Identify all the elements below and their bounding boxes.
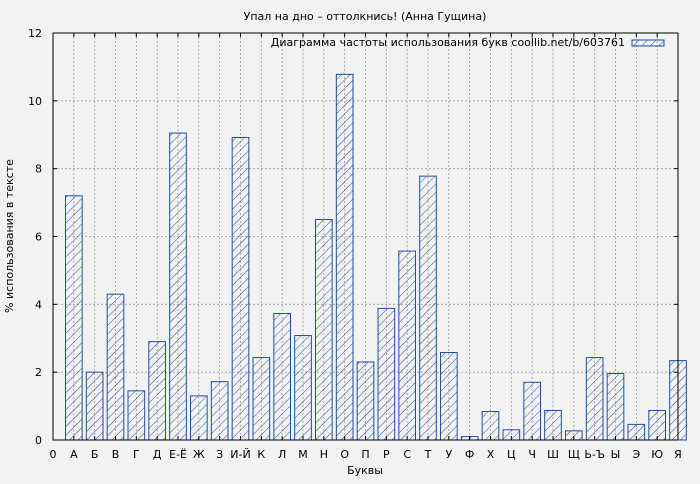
bar-Ч xyxy=(523,381,541,441)
y-axis-label: % использования в тексте xyxy=(3,159,16,313)
bar-Т xyxy=(419,175,437,441)
x-tick-label: Н xyxy=(320,448,328,461)
x-tick-label: А xyxy=(70,448,78,461)
x-tick-label: М xyxy=(298,448,308,461)
bar-Д xyxy=(148,341,166,441)
bar-Б xyxy=(85,371,104,441)
bar-З xyxy=(210,381,229,441)
x-tick-label: 0 xyxy=(50,448,57,461)
y-tick-label: 10 xyxy=(28,95,42,108)
legend-swatch xyxy=(631,39,665,47)
bar-В xyxy=(106,293,125,441)
bar-Ю xyxy=(648,409,666,441)
bar-Л xyxy=(273,312,292,441)
y-tick-label: 0 xyxy=(35,434,42,447)
bar-У xyxy=(440,351,458,441)
bar-П xyxy=(356,361,375,441)
bar-Ь-Ъ xyxy=(585,357,604,441)
x-tick-label: Ы xyxy=(611,448,621,461)
x-tick-label: К xyxy=(257,448,265,461)
y-tick-label: 8 xyxy=(35,163,42,176)
bar-А xyxy=(65,195,83,441)
bar-И-Й xyxy=(231,136,250,441)
bar-Н xyxy=(315,219,333,441)
x-tick-label: Щ xyxy=(568,448,580,461)
y-tick-label: 4 xyxy=(35,298,42,311)
bar-С xyxy=(398,250,417,441)
bar-Ш xyxy=(544,409,562,441)
x-tick-label: У xyxy=(445,448,452,461)
chart-title: Упал на дно – оттолкнись! (Анна Гущина) xyxy=(244,10,487,23)
x-tick-label: И-Й xyxy=(230,448,250,461)
x-tick-label: Е-Ё xyxy=(169,448,187,461)
x-tick-label: Х xyxy=(487,448,495,461)
bar-Х xyxy=(481,411,500,441)
x-tick-label: Э xyxy=(632,448,640,461)
x-tick-label: Ю xyxy=(651,448,663,461)
x-tick-label: С xyxy=(403,448,411,461)
y-tick-label: 6 xyxy=(35,231,42,244)
legend: Диаграмма частоты использования букв coo… xyxy=(271,36,665,49)
x-tick-label: Г xyxy=(133,448,140,461)
x-tick-label: П xyxy=(361,448,369,461)
bar-М xyxy=(294,335,312,441)
bar-Ы xyxy=(606,373,625,441)
x-tick-label: Д xyxy=(153,448,162,461)
x-tick-label: Л xyxy=(278,448,286,461)
x-tick-label: Ч xyxy=(528,448,536,461)
y-tick-label: 2 xyxy=(35,366,42,379)
bar-Р xyxy=(377,307,396,441)
x-tick-label: З xyxy=(216,448,223,461)
x-tick-label: Р xyxy=(383,448,390,461)
x-tick-label: Ц xyxy=(507,448,516,461)
bar-К xyxy=(252,357,271,441)
x-tick-label: О xyxy=(340,448,349,461)
bar-Г xyxy=(127,390,146,441)
legend-label: Диаграмма частоты использования букв coo… xyxy=(271,36,625,49)
x-tick-label: Т xyxy=(424,448,432,461)
bar-О xyxy=(335,73,354,441)
x-tick-label: Ш xyxy=(547,448,559,461)
x-tick-label: Я xyxy=(674,448,682,461)
x-tick-label: Ь-Ъ xyxy=(584,448,605,461)
x-tick-label: Ж xyxy=(193,448,205,461)
x-tick-label: Б xyxy=(91,448,99,461)
x-tick-label: В xyxy=(112,448,120,461)
x-axis-label: Буквы xyxy=(347,464,383,477)
y-tick-label: 12 xyxy=(28,27,42,40)
x-tick-label: Ф xyxy=(465,448,474,461)
bar-Ж xyxy=(190,395,208,441)
bar-Е-Ё xyxy=(169,132,187,441)
